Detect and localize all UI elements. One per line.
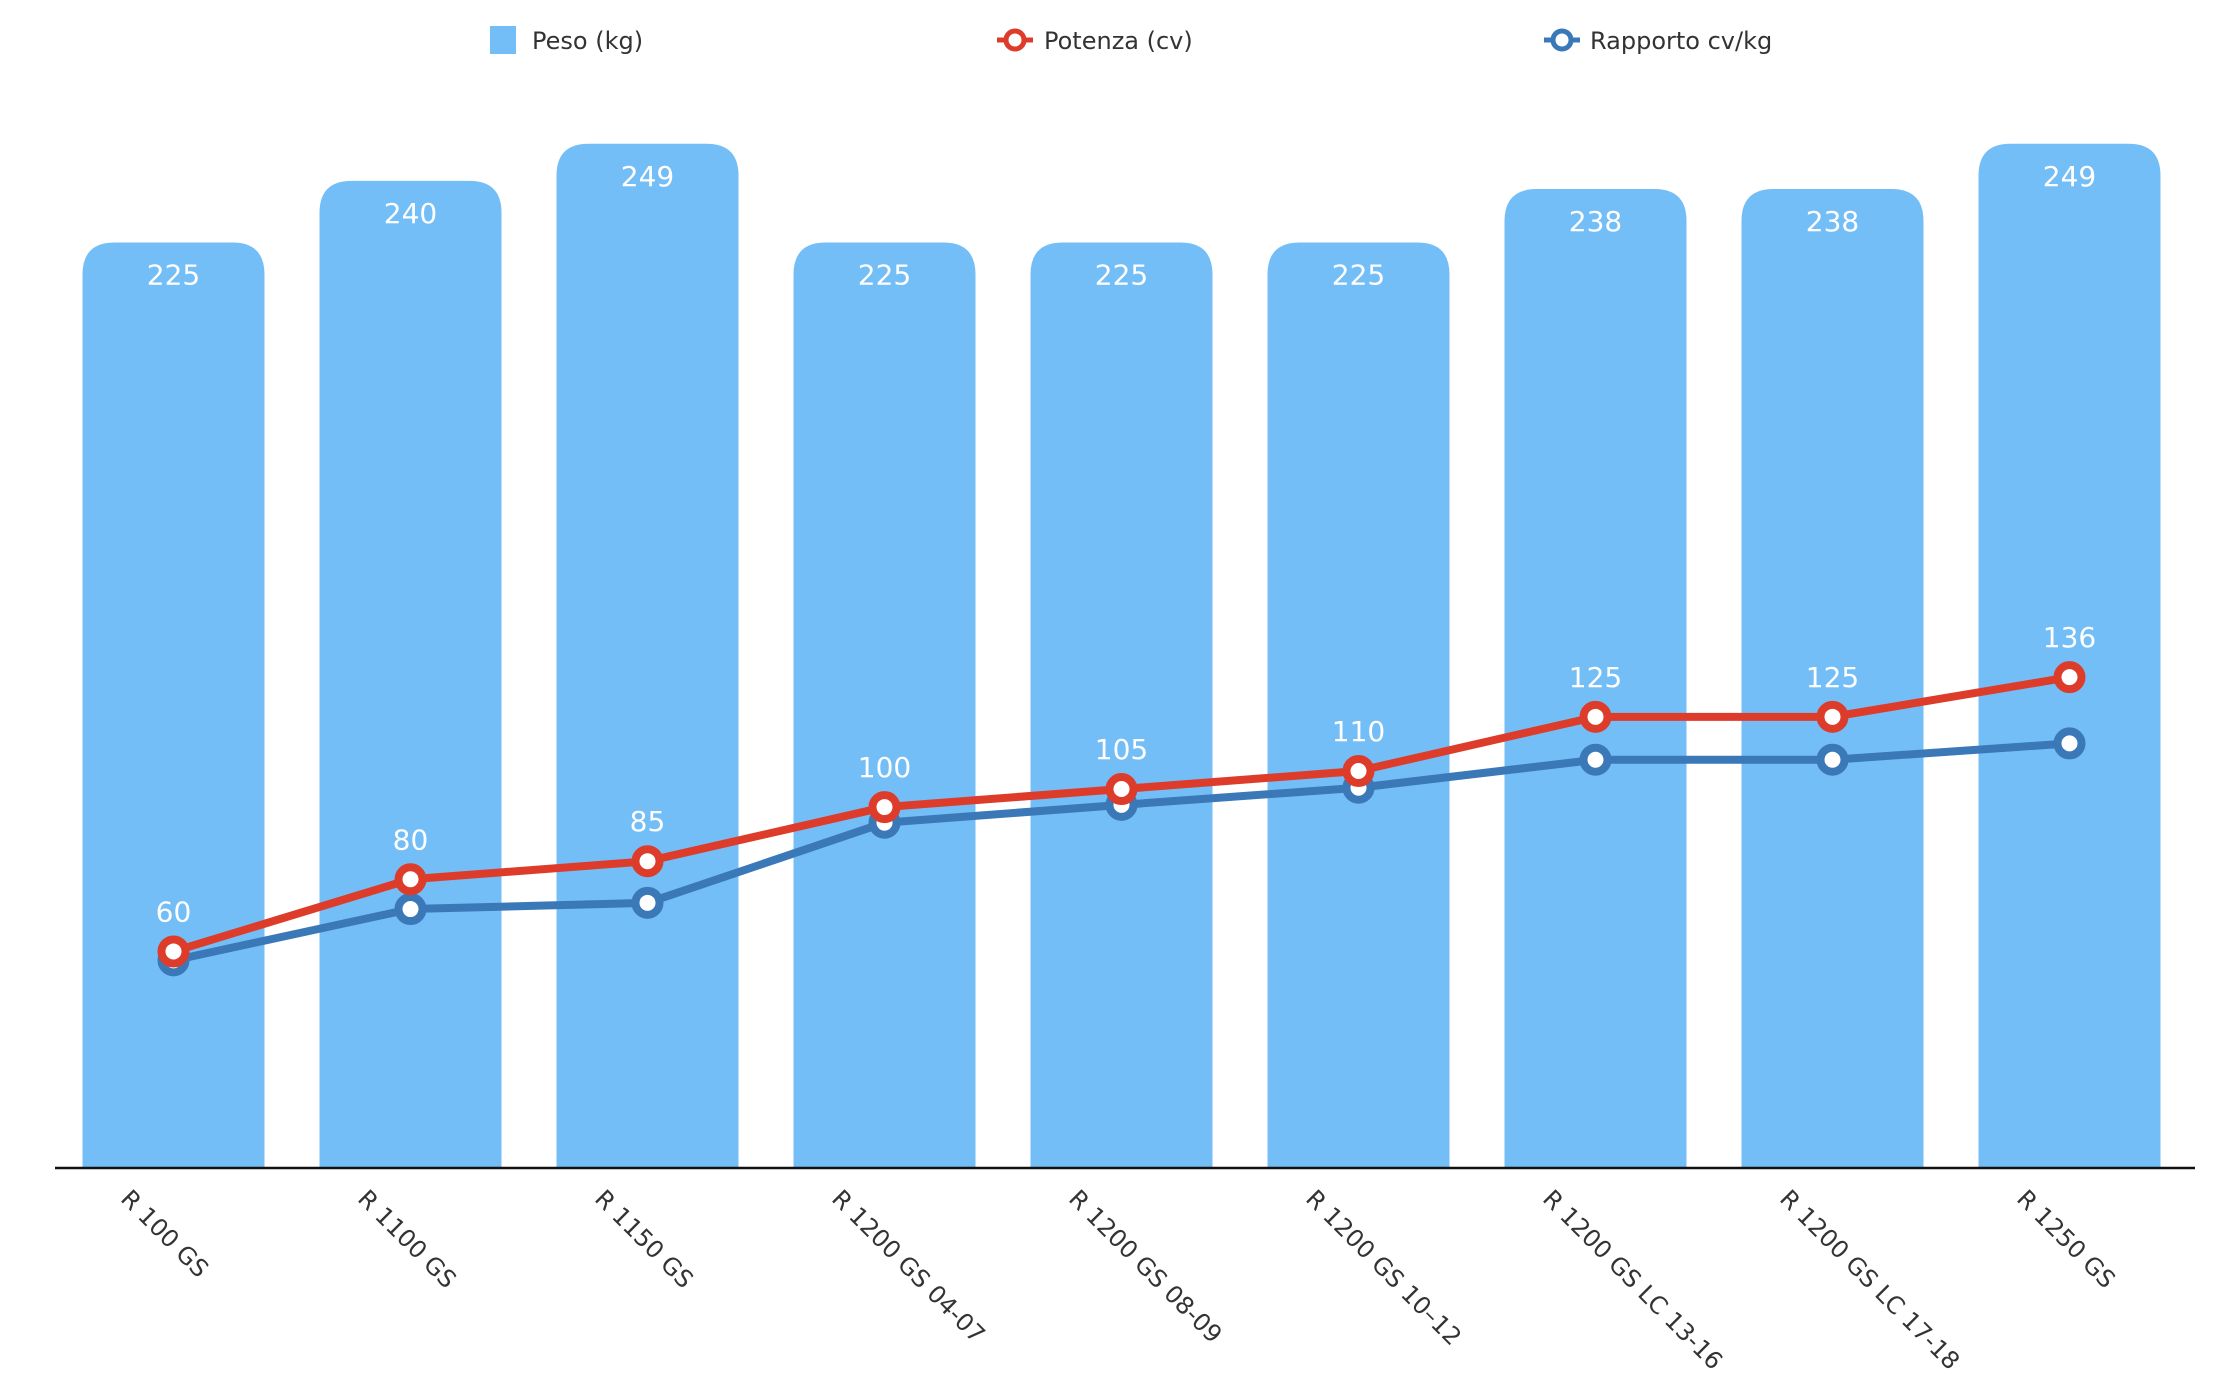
legend-marker-rapporto [1550, 28, 1574, 52]
bar-4 [793, 242, 976, 1168]
bar-value-label-9: 249 [2043, 160, 2096, 193]
x-tick-label-7: R 1200 GS LC 13-16 [1537, 1184, 1728, 1375]
point-rapporto-9 [2053, 727, 2086, 760]
point-potenza-7 [1579, 700, 1612, 733]
x-axis: R 100 GS R 1100 GS R 1150 GS R 1200 GS 04-0… [55, 1166, 2195, 1375]
legend: Peso (kg) Potenza (cv) Rapporto cv/kg [490, 26, 1772, 55]
x-tick-label-9: R 1250 GS [2011, 1184, 2120, 1293]
bar-value-label-6: 225 [1332, 259, 1385, 292]
bar-9 [1978, 143, 2161, 1169]
potenza-value-label-7: 125 [1569, 661, 1622, 694]
potenza-value-label-2: 80 [393, 823, 429, 856]
potenza-value-label-6: 110 [1332, 715, 1385, 748]
point-rapporto-2 [394, 893, 427, 926]
bar-series: 225 240 249 225 225 225 238 238 249 [82, 143, 2161, 1169]
point-potenza-1 [157, 935, 190, 968]
x-tick-label-5: R 1200 GS 08-09 [1063, 1184, 1227, 1348]
x-tick-label-1: R 100 GS [115, 1184, 214, 1283]
legend-label-rapporto: Rapporto cv/kg [1590, 27, 1772, 55]
x-tick-label-4: R 1200 GS 04-07 [826, 1184, 990, 1348]
bar-7 [1504, 189, 1687, 1168]
potenza-value-label-5: 105 [1095, 733, 1148, 766]
bar-3 [556, 143, 739, 1169]
bar-value-label-1: 225 [147, 259, 200, 292]
line-series: 60 80 85 100 105 110 125 125 136 [156, 621, 2096, 977]
bar-value-label-7: 238 [1569, 205, 1622, 238]
legend-marker-potenza [1003, 28, 1027, 52]
point-potenza-3 [631, 845, 664, 878]
potenza-value-label-4: 100 [858, 751, 911, 784]
bar-8 [1741, 189, 1924, 1168]
bar-2 [319, 180, 502, 1168]
point-potenza-2 [394, 863, 427, 896]
x-tick-label-8: R 1200 GS LC 17-18 [1774, 1184, 1965, 1375]
bar-1 [82, 242, 265, 1168]
bar-6 [1267, 242, 1450, 1168]
x-tick-label-6: R 1200 GS 10–12 [1300, 1184, 1467, 1351]
bar-value-label-2: 240 [384, 197, 437, 230]
point-potenza-5 [1105, 773, 1138, 806]
bar-value-label-3: 249 [621, 160, 674, 193]
point-potenza-8 [1816, 700, 1849, 733]
bar-5 [1030, 242, 1213, 1168]
legend-label-peso: Peso (kg) [532, 27, 643, 55]
point-rapporto-8 [1816, 743, 1849, 776]
point-rapporto-7 [1579, 743, 1612, 776]
legend-swatch-peso [490, 26, 516, 54]
potenza-value-label-9: 136 [2043, 621, 2096, 654]
point-potenza-4 [868, 791, 901, 824]
bar-value-label-5: 225 [1095, 259, 1148, 292]
bar-value-label-4: 225 [858, 259, 911, 292]
x-tick-label-3: R 1150 GS [589, 1184, 698, 1293]
potenza-value-label-3: 85 [630, 805, 666, 838]
point-rapporto-3 [631, 886, 664, 919]
bar-value-label-8: 238 [1806, 205, 1859, 238]
point-potenza-6 [1342, 754, 1375, 787]
point-potenza-9 [2053, 661, 2086, 694]
x-tick-label-2: R 1100 GS [352, 1184, 461, 1293]
potenza-value-label-1: 60 [156, 895, 192, 928]
legend-label-potenza: Potenza (cv) [1044, 27, 1193, 55]
potenza-value-label-8: 125 [1806, 661, 1859, 694]
